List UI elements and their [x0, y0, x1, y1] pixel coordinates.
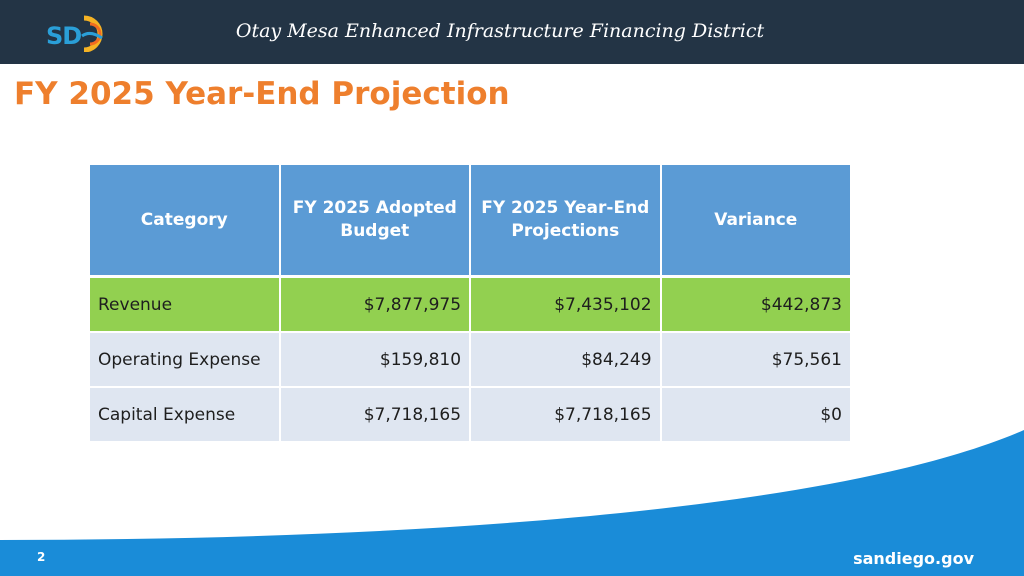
decorative-swoosh	[0, 430, 1024, 542]
row-variance: $0	[661, 388, 850, 443]
header-year-end-projections: FY 2025 Year-End Projections	[471, 165, 662, 278]
row-variance: $75,561	[661, 333, 850, 388]
sun-logo-icon	[81, 15, 103, 53]
sd-logo: SD	[46, 14, 112, 53]
row-category: Operating Expense	[90, 333, 281, 388]
table-row: Operating Expense $159,810 $84,249 $75,5…	[90, 333, 850, 388]
header-variance: Variance	[661, 165, 850, 278]
row-category: Revenue	[90, 278, 281, 333]
header-adopted-budget: FY 2025 Adopted Budget	[280, 165, 472, 278]
footer-bar	[0, 540, 1024, 576]
site-url: sandiego.gov	[853, 549, 974, 568]
header-category: Category	[90, 165, 281, 278]
row-adopted-budget: $7,718,165	[280, 388, 472, 443]
row-year-end-projection: $7,718,165	[471, 388, 662, 443]
table-row: Capital Expense $7,718,165 $7,718,165 $0	[90, 388, 850, 443]
table-row: Revenue $7,877,975 $7,435,102 $442,873	[90, 278, 850, 333]
budget-table: Category FY 2025 Adopted Budget FY 2025 …	[90, 165, 850, 443]
logo-text: SD	[46, 22, 82, 50]
district-title: Otay Mesa Enhanced Infrastructure Financ…	[235, 20, 765, 42]
row-variance: $442,873	[661, 278, 850, 333]
row-adopted-budget: $159,810	[280, 333, 472, 388]
header-bar: SD Otay Mesa Enhanced Infrastructure Fin…	[0, 0, 1024, 64]
row-year-end-projection: $84,249	[471, 333, 662, 388]
page-number: 2	[37, 550, 46, 564]
page-title: FY 2025 Year-End Projection	[14, 76, 510, 112]
row-adopted-budget: $7,877,975	[280, 278, 472, 333]
row-year-end-projection: $7,435,102	[471, 278, 662, 333]
row-category: Capital Expense	[90, 388, 281, 443]
table-header-row: Category FY 2025 Adopted Budget FY 2025 …	[90, 165, 850, 278]
